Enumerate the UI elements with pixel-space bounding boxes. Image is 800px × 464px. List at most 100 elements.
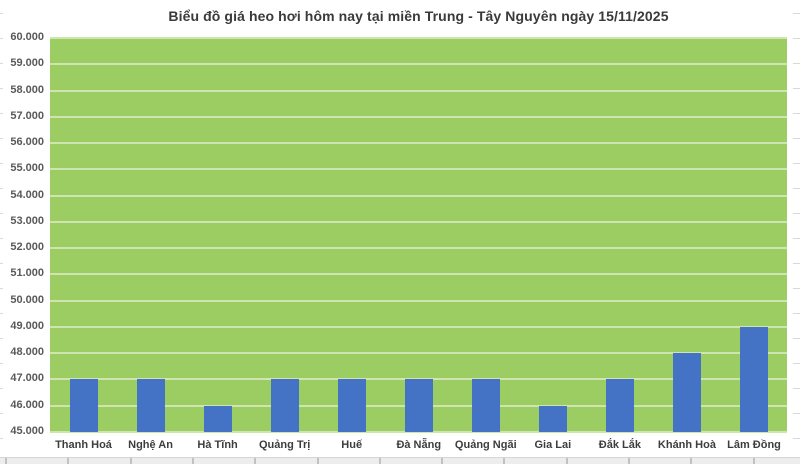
bar[interactable] (337, 379, 366, 432)
y-axis-tick-label: 60.000 (10, 31, 44, 43)
gridline (50, 37, 787, 39)
spreadsheet-row-boundary-tick (793, 313, 800, 314)
spreadsheet-row-boundary-tick (793, 188, 800, 189)
spreadsheet-row-boundary-tick (793, 138, 800, 139)
x-axis-category-label: Khánh Hoà (657, 439, 716, 451)
y-axis-tick-label: 46.000 (10, 398, 44, 411)
spreadsheet-cell-separator (441, 458, 444, 464)
bar[interactable] (471, 379, 500, 432)
plot-area[interactable] (50, 37, 787, 433)
gridline (50, 378, 787, 380)
spreadsheet-row-boundary-tick (793, 163, 800, 164)
spreadsheet-row-boundary-tick (793, 38, 800, 39)
spreadsheet-row-boundary-tick (793, 413, 800, 414)
gridline (50, 431, 787, 433)
spreadsheet-cell-separator (503, 458, 506, 464)
spreadsheet-row-boundary-tick (0, 263, 3, 264)
gridline (50, 142, 787, 144)
spreadsheet-row-boundary-tick (0, 13, 3, 14)
spreadsheet-row-boundary-tick (793, 213, 800, 214)
bar[interactable] (605, 379, 634, 432)
spreadsheet-cell-separator (129, 458, 132, 464)
gridline (50, 116, 787, 118)
spreadsheet-cell-separator (5, 458, 7, 464)
y-axis-tick-label: 57.000 (10, 109, 44, 122)
x-axis-category-label: Nghệ An (128, 439, 173, 451)
spreadsheet-row-boundary-tick (793, 338, 800, 339)
spreadsheet-row-boundary-tick (793, 388, 800, 389)
gridline (50, 63, 787, 65)
spreadsheet-row-boundary-tick (793, 438, 800, 439)
y-axis-tick-label: 45.000 (10, 425, 44, 437)
y-axis-tick-label: 49.000 (10, 319, 44, 332)
x-axis-category-label: Gia Lai (534, 439, 572, 451)
spreadsheet-right-row-ticks (793, 0, 800, 456)
spreadsheet-cell-separator (690, 458, 693, 464)
x-axis-category-label: Đà Nẵng (396, 439, 442, 451)
spreadsheet-cell-separator (254, 458, 257, 464)
spreadsheet-row-boundary-tick (0, 413, 3, 414)
spreadsheet-row-boundary-tick (793, 13, 800, 14)
y-axis-tick-label: 56.000 (10, 136, 44, 149)
gridline (50, 90, 787, 92)
spreadsheet-row-boundary-tick (793, 263, 800, 264)
gridline (50, 300, 787, 302)
spreadsheet-cell-separator (752, 458, 755, 464)
x-axis-category-label: Thanh Hoá (55, 439, 112, 451)
gridline (50, 195, 787, 197)
spreadsheet-cell-separator (628, 458, 630, 464)
spreadsheet-row-boundary-tick (793, 63, 800, 64)
spreadsheet-row-boundary-tick (0, 438, 3, 439)
bar[interactable] (672, 353, 701, 432)
spreadsheet-row-boundary-tick (793, 238, 800, 239)
spreadsheet-row-boundary-tick (0, 388, 3, 389)
y-axis-tick-label: 53.000 (10, 214, 44, 227)
x-axis-category-label: Lâm Đồng (727, 439, 781, 451)
bar[interactable] (404, 379, 433, 432)
spreadsheet-cell-separator (565, 458, 568, 464)
gridline (50, 326, 787, 328)
spreadsheet-row-boundary-tick (0, 238, 3, 239)
spreadsheet-row-boundary-tick (793, 363, 800, 364)
x-axis-category-label: Quảng Trị (258, 439, 311, 451)
bar[interactable] (270, 379, 299, 432)
x-axis-category-label: Huế (341, 439, 363, 451)
x-axis-category-label: Hà Tĩnh (197, 439, 238, 451)
y-axis-tick-label: 55.000 (10, 162, 44, 175)
bar[interactable] (740, 326, 768, 432)
gridline (50, 168, 787, 170)
y-axis-tick-label: 58.000 (10, 83, 44, 96)
gridline (50, 352, 787, 354)
y-axis-tick-label: 54.000 (10, 188, 44, 201)
spreadsheet-row-boundary-tick (0, 213, 3, 214)
spreadsheet-row-boundary-tick (0, 338, 3, 339)
spreadsheet-cell-separator (316, 458, 319, 464)
spreadsheet-row-boundary-tick (0, 288, 3, 289)
x-axis-category-label: Đắk Lắk (598, 439, 641, 451)
spreadsheet-row-boundary-tick (793, 88, 800, 89)
bar[interactable] (136, 379, 165, 432)
bar[interactable] (538, 405, 567, 432)
spreadsheet-cell-separator (191, 458, 194, 464)
y-axis-tick-label: 52.000 (10, 241, 44, 254)
spreadsheet-row-boundary-tick (793, 113, 800, 114)
y-axis-tick-label: 50.000 (10, 293, 44, 306)
spreadsheet-row-boundary-tick (0, 363, 3, 364)
gridline (50, 221, 787, 223)
bar[interactable] (69, 379, 98, 432)
spreadsheet-row-boundary-tick (793, 288, 800, 289)
gridline (50, 273, 787, 275)
y-axis-tick-label: 48.000 (10, 346, 44, 359)
spreadsheet-cell-separator (378, 458, 381, 464)
bar[interactable] (203, 405, 232, 432)
y-axis-tick-label: 47.000 (10, 372, 44, 385)
spreadsheet-row-boundary-tick (0, 313, 3, 314)
gridline (50, 247, 787, 249)
x-axis-category-label: Quảng Ngãi (454, 439, 517, 451)
y-axis-tick-label: 59.000 (10, 57, 44, 70)
y-axis-tick-label: 51.000 (10, 267, 44, 280)
spreadsheet-bottom-row (0, 457, 800, 464)
spreadsheet-cell-separator (67, 458, 70, 464)
chart-title: Biểu đồ giá heo hơi hôm nay tại miền Tru… (168, 8, 669, 24)
